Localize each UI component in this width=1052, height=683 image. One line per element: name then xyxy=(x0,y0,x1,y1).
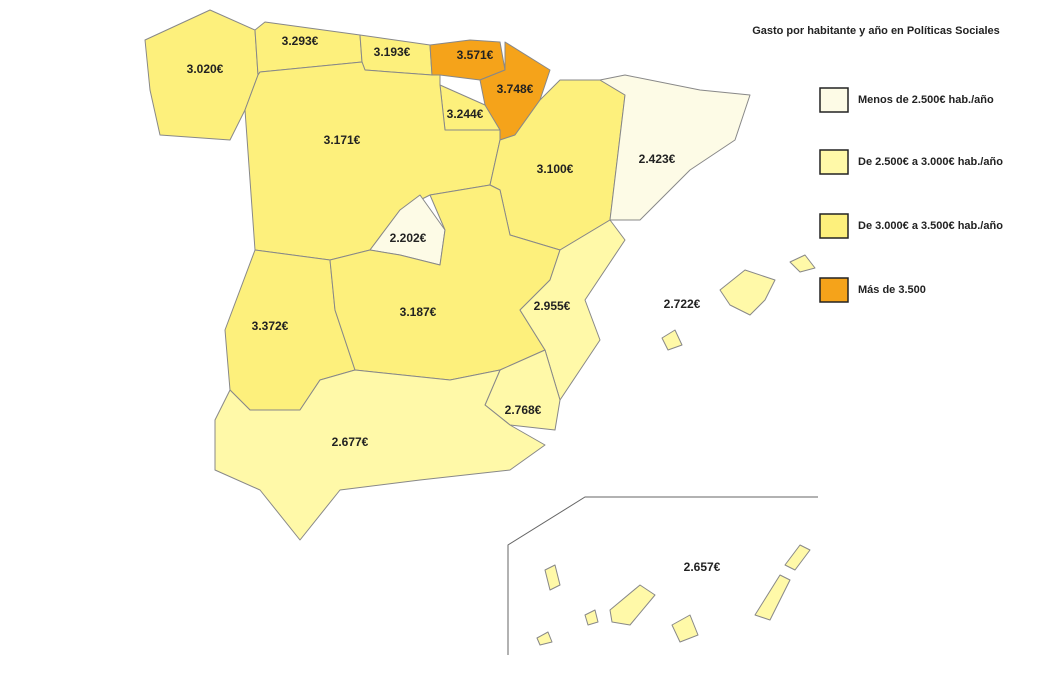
region-label: 2.677€ xyxy=(332,435,369,449)
region-shape xyxy=(671,614,699,643)
region-shape xyxy=(784,544,811,571)
region-shape xyxy=(719,269,776,316)
region-shape xyxy=(214,369,546,541)
region-label: 2.768€ xyxy=(505,403,542,417)
legend-swatch xyxy=(819,213,849,239)
region-shape xyxy=(544,564,561,591)
region-shape xyxy=(584,609,599,626)
region-shape xyxy=(536,631,553,646)
regions xyxy=(144,9,816,646)
legend-label: Menos de 2.500€ hab./año xyxy=(858,94,994,106)
region-shape xyxy=(609,584,656,626)
region-label: 2.423€ xyxy=(639,152,676,166)
region-label: 3.571€ xyxy=(457,48,494,62)
legend-label: De 3.000€ a 3.500€ hab./año xyxy=(858,220,1003,232)
region-shape xyxy=(789,254,816,273)
legend-label: Más de 3.500 xyxy=(858,284,926,296)
legend-swatch xyxy=(819,149,849,175)
legend: Menos de 2.500€ hab./año De 2.500€ a 3.00… xyxy=(819,87,1003,303)
region-shape xyxy=(661,329,683,351)
region-labels: 3.020€ 3.293€ 3.193€ 3.571€ 3.748€ 3.244… xyxy=(187,34,721,574)
region-label: 3.748€ xyxy=(497,82,534,96)
region-label: 3.193€ xyxy=(374,45,411,59)
region-shape xyxy=(599,74,751,221)
region-label: 3.187€ xyxy=(400,305,437,319)
region-label: 3.020€ xyxy=(187,62,224,76)
region-shape xyxy=(519,219,626,401)
legend-swatch xyxy=(819,277,849,303)
region-label: 2.202€ xyxy=(390,231,427,245)
inset-frame xyxy=(507,496,818,655)
region-label: 2.722€ xyxy=(664,297,701,311)
region-label: 3.171€ xyxy=(324,133,361,147)
region-label: 3.100€ xyxy=(537,162,574,176)
region-label: 3.372€ xyxy=(252,319,289,333)
legend-label: De 2.500€ a 3.000€ hab./año xyxy=(858,156,1003,168)
legend-swatch xyxy=(819,87,849,113)
map-title: Gasto por habitante y año en Políticas S… xyxy=(752,25,1000,37)
region-shape xyxy=(754,574,791,621)
region-label: 2.657€ xyxy=(684,560,721,574)
region-label: 3.244€ xyxy=(447,107,484,121)
region-label: 3.293€ xyxy=(282,34,319,48)
region-label: 2.955€ xyxy=(534,299,571,313)
